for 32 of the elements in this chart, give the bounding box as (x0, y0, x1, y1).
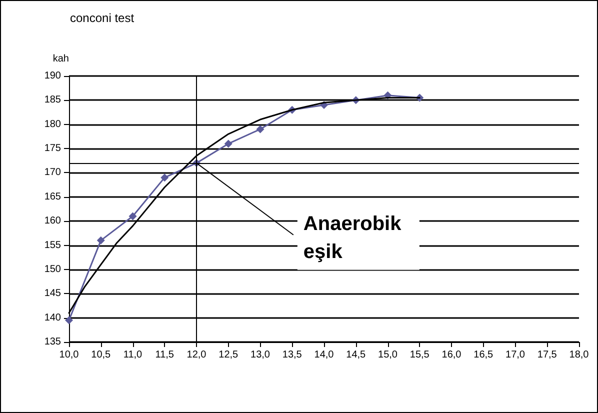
y-tick-label: 160 (44, 216, 62, 227)
x-tick-label: 15,5 (410, 350, 430, 360)
x-tick-label: 11,0 (123, 350, 143, 360)
chart-title: conconi test (70, 11, 135, 25)
x-tick-label: 12,5 (218, 350, 239, 360)
x-tick-label: 17,5 (537, 350, 558, 360)
x-tick-label: 14,0 (314, 350, 334, 360)
x-tick-label: 11,5 (155, 350, 174, 360)
y-tick-label: 170 (44, 167, 62, 178)
y-tick-label: 165 (44, 191, 62, 202)
y-tick-label: 135 (44, 336, 62, 348)
y-axis-title: kah (52, 54, 69, 64)
x-tick-label: 17,0 (506, 350, 526, 360)
x-tick-label: 10,0 (59, 350, 80, 360)
x-tick-label: 12,0 (186, 350, 207, 360)
y-tick-label: 145 (44, 288, 62, 300)
x-tick-label: 16,0 (442, 350, 462, 360)
annotation: Anaerobik eşik (303, 212, 407, 263)
x-tick-label: 13,5 (282, 350, 302, 360)
y-tick-label: 180 (44, 118, 62, 130)
y-tick-label: 190 (44, 70, 62, 82)
y-tick-label: 185 (44, 94, 62, 106)
y-tick-label: 140 (44, 312, 62, 324)
y-tick-label: 175 (44, 143, 62, 154)
x-tick-label: 18,0 (569, 350, 590, 360)
x-tick-label: 15,0 (378, 350, 398, 360)
y-tick-label: 150 (44, 264, 62, 275)
x-tick-label: 14,5 (346, 350, 366, 360)
x-tick-label: 16,5 (474, 350, 494, 360)
x-tick-label: 13,0 (250, 350, 270, 360)
x-tick-label: 10,5 (91, 350, 112, 360)
y-tick-label: 155 (44, 240, 62, 251)
